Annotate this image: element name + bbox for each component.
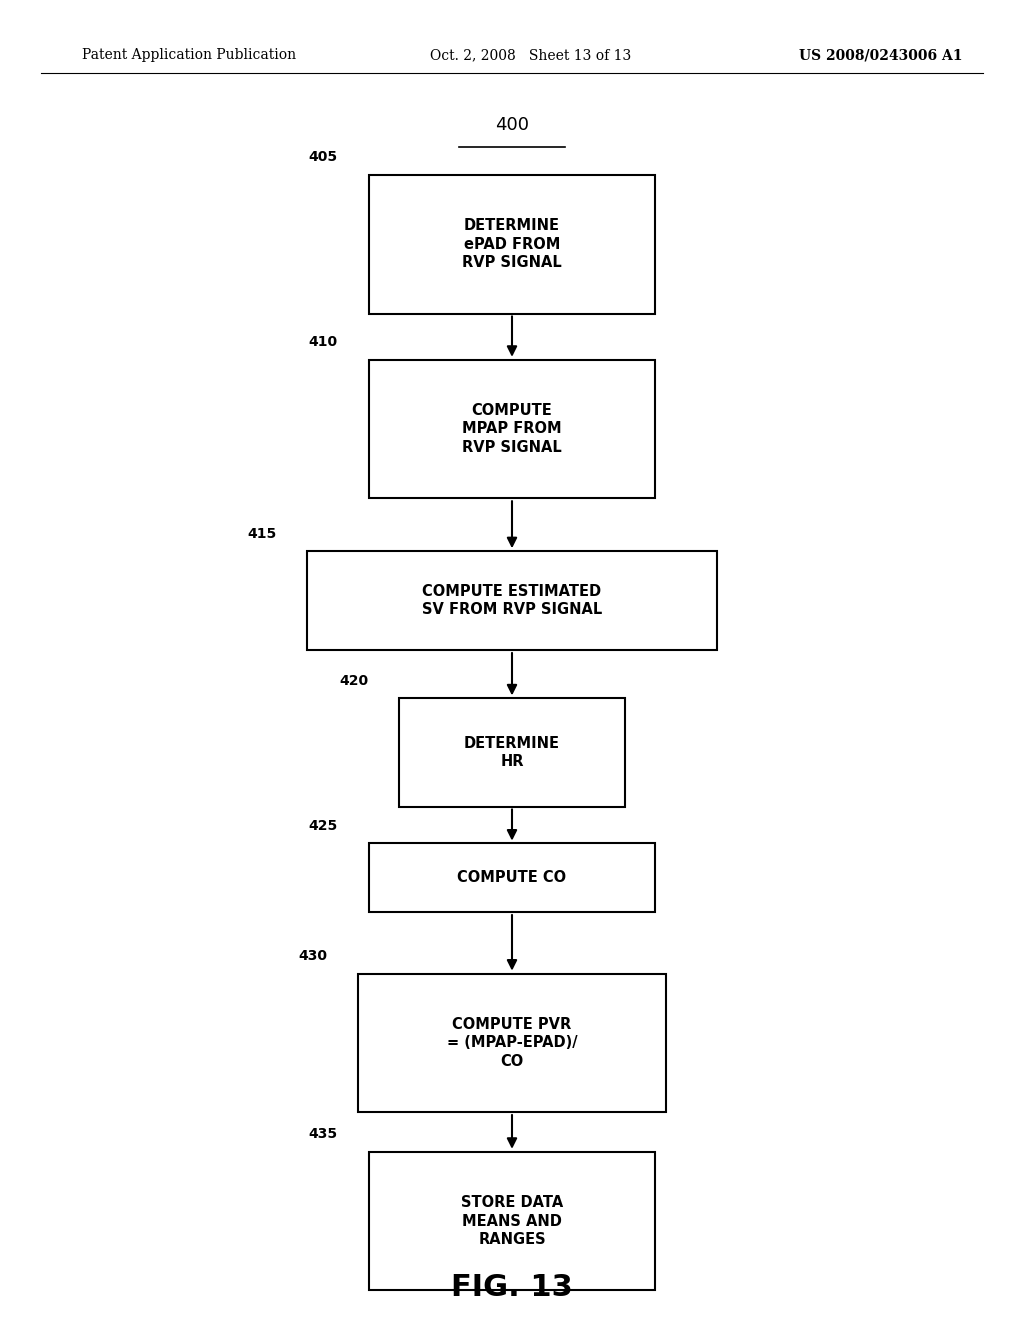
FancyBboxPatch shape (369, 359, 655, 498)
Text: 425: 425 (308, 818, 338, 833)
Text: Patent Application Publication: Patent Application Publication (82, 49, 296, 62)
Text: COMPUTE PVR
= (MPAP-EPAD)/
CO: COMPUTE PVR = (MPAP-EPAD)/ CO (446, 1016, 578, 1069)
Text: Oct. 2, 2008   Sheet 13 of 13: Oct. 2, 2008 Sheet 13 of 13 (430, 49, 632, 62)
FancyBboxPatch shape (369, 176, 655, 314)
FancyBboxPatch shape (399, 698, 625, 807)
Text: US 2008/0243006 A1: US 2008/0243006 A1 (799, 49, 963, 62)
Text: 410: 410 (309, 335, 338, 348)
Text: DETERMINE
HR: DETERMINE HR (464, 735, 560, 770)
Text: 415: 415 (247, 527, 276, 541)
Text: STORE DATA
MEANS AND
RANGES: STORE DATA MEANS AND RANGES (461, 1195, 563, 1247)
Text: DETERMINE
ePAD FROM
RVP SIGNAL: DETERMINE ePAD FROM RVP SIGNAL (462, 218, 562, 271)
FancyBboxPatch shape (369, 1151, 655, 1291)
Text: COMPUTE
MPAP FROM
RVP SIGNAL: COMPUTE MPAP FROM RVP SIGNAL (462, 403, 562, 455)
Text: 430: 430 (299, 949, 328, 964)
FancyBboxPatch shape (358, 974, 666, 1111)
Text: COMPUTE ESTIMATED
SV FROM RVP SIGNAL: COMPUTE ESTIMATED SV FROM RVP SIGNAL (422, 583, 602, 618)
Text: 420: 420 (340, 673, 369, 688)
Text: FIG. 13: FIG. 13 (452, 1272, 572, 1302)
FancyBboxPatch shape (369, 843, 655, 912)
Text: 435: 435 (309, 1127, 338, 1140)
Text: 400: 400 (495, 116, 529, 135)
Text: 405: 405 (309, 150, 338, 165)
Text: COMPUTE CO: COMPUTE CO (458, 870, 566, 886)
FancyBboxPatch shape (307, 552, 717, 649)
